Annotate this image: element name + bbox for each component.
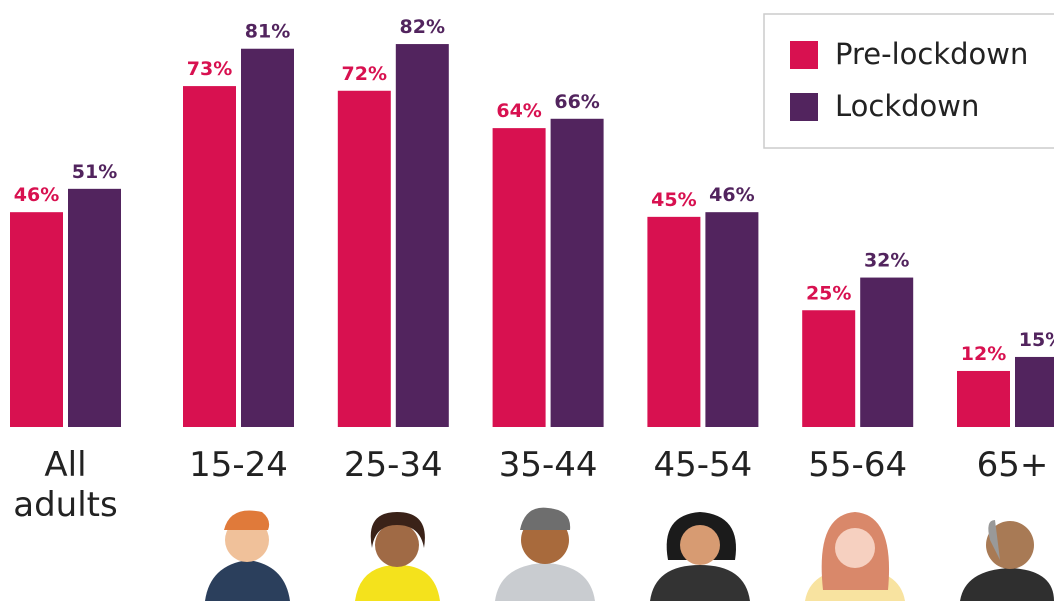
bar <box>492 128 546 427</box>
value-label: 66% <box>554 91 599 113</box>
bar <box>337 90 391 427</box>
value-label: 46% <box>709 184 754 206</box>
legend-label: Pre-lockdown <box>835 37 1028 71</box>
legend-box <box>763 13 1054 149</box>
value-label: 25% <box>806 282 851 304</box>
value-label: 45% <box>651 189 696 211</box>
legend: Pre-lockdown Lockdown <box>763 13 1054 149</box>
value-label: 51% <box>72 161 117 183</box>
bar <box>957 370 1010 427</box>
x-tick-label: 55-64 <box>808 445 908 485</box>
bar <box>647 216 701 427</box>
bar <box>183 86 236 427</box>
value-label: 73% <box>187 58 232 80</box>
bar <box>10 212 63 427</box>
value-label: 12% <box>961 343 1006 365</box>
value-label: 46% <box>14 184 59 206</box>
bar <box>1015 356 1054 427</box>
value-label: 64% <box>496 100 541 122</box>
legend-swatch <box>790 41 818 69</box>
bar <box>550 118 604 427</box>
bar <box>802 310 856 427</box>
value-label: 82% <box>400 16 445 38</box>
x-tick-label: 25-34 <box>343 445 443 485</box>
bar <box>705 212 759 427</box>
x-tick-label: 45-54 <box>653 445 753 485</box>
value-label: 72% <box>342 63 387 85</box>
x-tick-label: 35-44 <box>498 445 598 485</box>
value-label: 15% <box>1019 329 1054 351</box>
x-tick-label: All adults <box>13 445 118 525</box>
people <box>205 507 1054 601</box>
value-label: 81% <box>245 21 290 43</box>
bar <box>241 48 294 427</box>
legend-swatch <box>790 93 818 121</box>
x-tick-label: 15-24 <box>189 445 288 485</box>
legend-label: Lockdown <box>835 89 979 123</box>
bar <box>395 44 449 428</box>
bar <box>68 188 121 427</box>
bar <box>860 277 914 427</box>
x-tick-label: 65+ <box>976 445 1049 485</box>
value-label: 32% <box>864 250 909 272</box>
